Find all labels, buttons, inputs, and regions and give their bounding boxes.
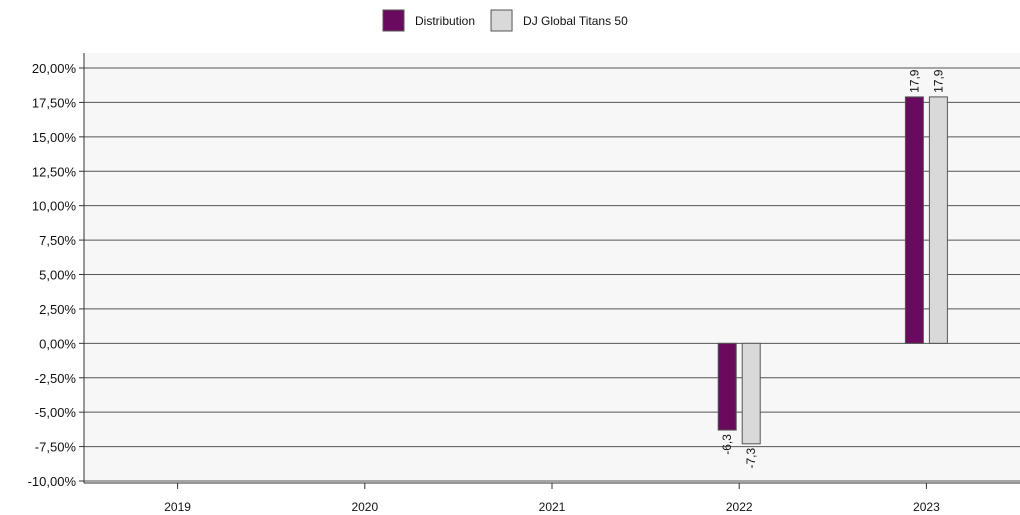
bar	[741, 342, 761, 445]
y-tick-label: 12,50%	[32, 164, 77, 179]
y-tick-label: 2,50%	[39, 302, 76, 317]
y-tick-label: 10,00%	[32, 199, 77, 214]
y-tick-label: 7,50%	[39, 233, 76, 248]
y-tick-label: -7,50%	[35, 440, 77, 455]
legend-label: DJ Global Titans 50	[523, 14, 628, 28]
legend: Distribution DJ Global Titans 50	[382, 9, 628, 32]
y-tick-label: 20,00%	[32, 61, 77, 76]
y-tick-label: -5,00%	[35, 405, 77, 420]
data-labels: -6,3 -7,3 17,9 17,9	[720, 69, 945, 468]
bar	[717, 342, 737, 431]
x-tick-label: 2022	[726, 500, 753, 514]
y-tick-label: 5,00%	[39, 268, 76, 283]
legend-swatch	[490, 9, 513, 32]
grid-lines	[84, 67, 1020, 482]
data-label: 17,9	[907, 69, 921, 93]
y-tick-label: -10,00%	[28, 474, 77, 489]
x-tick-label: 2021	[539, 500, 566, 514]
y-tick-label: 15,00%	[32, 130, 77, 145]
x-tick-label: 2019	[164, 500, 191, 514]
data-label: -7,3	[744, 448, 758, 469]
plot-background	[84, 53, 1020, 483]
legend-label: Distribution	[415, 14, 475, 28]
data-label: -6,3	[720, 434, 734, 455]
data-label: 17,9	[931, 69, 945, 93]
y-tick-label: -2,50%	[35, 371, 77, 386]
y-tick-label: 0,00%	[39, 336, 76, 351]
y-axis-ticks: 20,00% 17,50% 15,00% 12,50% 10,00% 7,50% 5,00%…	[28, 61, 84, 489]
bar	[928, 96, 948, 344]
x-tick-label: 2020	[351, 500, 378, 514]
x-tick-label: 2023	[913, 500, 940, 514]
bar	[904, 96, 924, 344]
bars	[717, 96, 948, 445]
legend-swatch	[382, 9, 405, 32]
y-tick-label: 17,50%	[32, 95, 77, 110]
x-axis-ticks: 2019 2020 2021 2022 2023	[164, 483, 940, 514]
